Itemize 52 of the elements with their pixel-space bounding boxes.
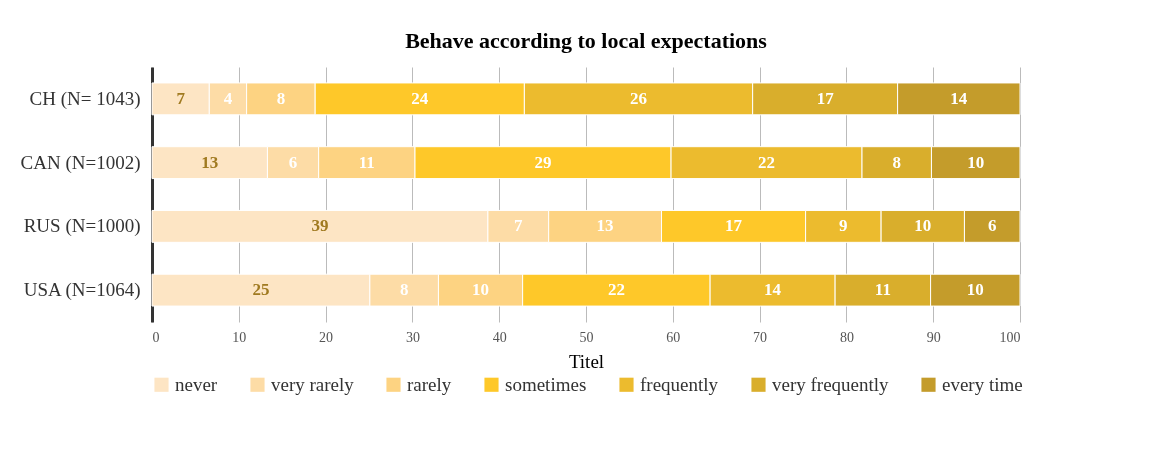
data-label: 10 bbox=[967, 152, 985, 172]
chart-title: Behave according to local expectations bbox=[405, 28, 768, 53]
data-label: 10 bbox=[914, 216, 932, 236]
x-tick-label: 20 bbox=[319, 329, 334, 345]
x-tick-label: 30 bbox=[405, 329, 420, 345]
x-tick-label: 60 bbox=[666, 329, 681, 345]
data-label: 26 bbox=[630, 88, 648, 108]
x-tick-label: 0 bbox=[152, 329, 160, 345]
y-tick-label: RUS (N=1000) bbox=[23, 215, 141, 238]
data-label: 11 bbox=[874, 280, 891, 300]
legend-label: very frequently bbox=[772, 373, 890, 395]
data-label: 10 bbox=[472, 280, 490, 300]
data-label: 17 bbox=[816, 88, 835, 108]
data-label: 8 bbox=[892, 152, 901, 172]
x-tick-label: 50 bbox=[579, 329, 594, 345]
legend-label: every time bbox=[942, 373, 1023, 395]
data-label: 39 bbox=[311, 216, 329, 236]
data-label: 6 bbox=[987, 216, 997, 236]
data-label: 22 bbox=[758, 152, 776, 172]
data-label: 7 bbox=[514, 216, 524, 236]
data-label: 8 bbox=[399, 280, 409, 300]
data-label: 22 bbox=[607, 280, 625, 300]
y-tick-label: CAN (N=1002) bbox=[20, 151, 141, 174]
data-label: 25 bbox=[252, 280, 270, 300]
x-tick-label: 40 bbox=[492, 329, 507, 345]
data-label: 13 bbox=[596, 216, 614, 236]
legend-label: rarely bbox=[407, 373, 452, 395]
data-label: 8 bbox=[276, 88, 286, 108]
data-label: 10 bbox=[966, 280, 984, 300]
x-axis-title: Titel bbox=[568, 350, 605, 372]
data-label: 29 bbox=[534, 152, 552, 172]
x-tick-label: 80 bbox=[839, 329, 854, 345]
legend-label: never bbox=[175, 373, 218, 395]
x-tick-label: 70 bbox=[753, 329, 768, 345]
y-tick-label: CH (N= 1043) bbox=[29, 87, 141, 110]
x-tick-label: 10 bbox=[232, 329, 247, 345]
data-label: 7 bbox=[176, 88, 186, 108]
data-label: 9 bbox=[839, 216, 848, 236]
legend-label: sometimes bbox=[505, 373, 587, 395]
x-tick-label: 90 bbox=[926, 329, 941, 345]
data-label: 6 bbox=[288, 152, 298, 172]
y-tick-label: USA (N=1064) bbox=[23, 279, 141, 302]
data-label: 14 bbox=[764, 280, 782, 300]
legend-label: very rarely bbox=[271, 373, 355, 395]
legend-label: frequently bbox=[640, 373, 719, 395]
data-label: 4 bbox=[223, 88, 233, 108]
data-label: 11 bbox=[358, 152, 375, 172]
x-tick-label: 100 bbox=[999, 329, 1021, 345]
data-label: 17 bbox=[725, 216, 743, 236]
data-label: 14 bbox=[950, 88, 968, 108]
data-label: 24 bbox=[411, 88, 429, 108]
data-label: 13 bbox=[201, 152, 219, 172]
